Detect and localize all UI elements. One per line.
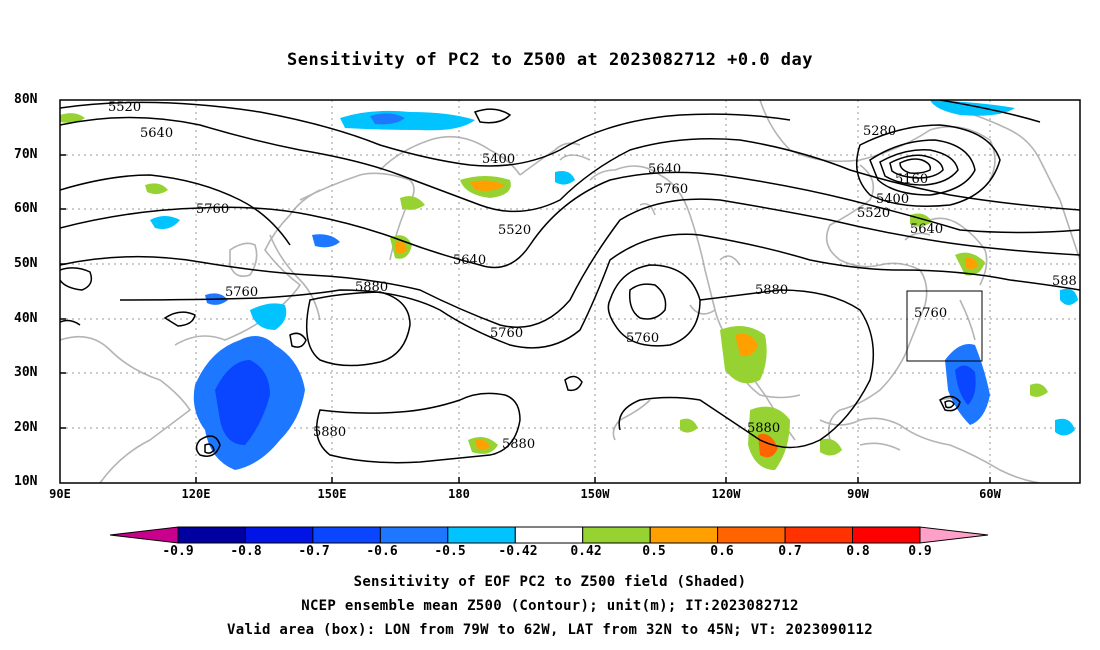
lat-label: 50N (14, 256, 38, 271)
contour-label: 5280 (863, 124, 896, 139)
pos-blob-hawaii-core (475, 439, 490, 450)
colorbar-label: -0.8 (230, 544, 262, 559)
contour-label: 5520 (108, 100, 141, 115)
sensitivity-shading (60, 100, 1078, 470)
lat-label: 60N (14, 201, 38, 216)
valid-area-box (906, 290, 983, 362)
colorbar-low-end (109, 526, 179, 544)
lat-label: 70N (14, 147, 38, 162)
contour-label: 5880 (747, 421, 780, 436)
contour-labels: 5520 5640 5760 5400 5640 5760 5520 5640 … (108, 100, 1077, 452)
lat-label: 40N (14, 311, 38, 326)
colorbar-box (582, 526, 651, 544)
map-title: Sensitivity of PC2 to Z500 at 2023082712… (286, 50, 813, 70)
lat-label: 20N (14, 420, 38, 435)
lon-label: 120W (711, 487, 741, 501)
contour-label: 5160 (895, 172, 928, 187)
lon-label: 150W (580, 487, 610, 501)
colorbar-box (717, 526, 786, 544)
colorbar-high-end (919, 526, 989, 544)
lat-label: 80N (14, 92, 38, 107)
contour-label: 5520 (857, 206, 890, 221)
lat-label: 30N (14, 365, 38, 380)
colorbar-box (784, 526, 854, 544)
lon-label: 60W (979, 487, 1001, 501)
neg-blob-japan (250, 303, 287, 330)
contour-label: 5760 (626, 331, 659, 346)
neg-blob-north-core (370, 113, 405, 125)
contour-label: 5880 (755, 283, 788, 298)
pos-blob-small4 (820, 438, 842, 456)
pos-blob-small7 (680, 418, 698, 433)
contour-label: 5760 (225, 285, 258, 300)
colorbar-box (447, 526, 516, 544)
neg-blob-small3 (1055, 418, 1075, 436)
colorbar-label: -0.6 (366, 544, 398, 559)
contour-label: 5760 (196, 202, 229, 217)
colorbar-box (379, 526, 449, 544)
pos-blob-central-core (470, 180, 505, 191)
pos-blob-small3 (400, 196, 425, 210)
pos-blob-small5 (1030, 383, 1048, 397)
colorbar-label: -0.9 (162, 544, 194, 559)
z500-contours (60, 100, 1080, 464)
caption-line-3: Valid area (box): LON from 79W to 62W, L… (227, 622, 873, 638)
pos-blob-small1 (60, 113, 85, 123)
neg-blob-small1 (150, 216, 180, 229)
colorbar-box (852, 526, 921, 544)
pos-blob-kamchatka-core (395, 241, 407, 254)
neg-blob-small5 (555, 171, 575, 185)
pos-blob-mexico-core (735, 333, 758, 357)
lat-label: 10N (14, 474, 38, 489)
contour-label: 5400 (876, 192, 909, 207)
plot-frame (59, 99, 1081, 484)
lon-label: 90W (847, 487, 869, 501)
contour-label: 5640 (648, 162, 681, 177)
neg-blob-small2 (1060, 288, 1078, 305)
colorbar-box (177, 526, 246, 544)
colorbar-label: -0.5 (434, 544, 466, 559)
neg-core-west-pacific (215, 360, 270, 445)
caption-line-1: Sensitivity of EOF PC2 to Z500 field (Sh… (353, 574, 747, 590)
lon-label: 120E (181, 487, 211, 501)
colorbar-box (514, 526, 584, 544)
colorbar-box (649, 526, 719, 544)
contour-label: 5760 (914, 306, 947, 321)
colorbar-label: 0.8 (846, 544, 870, 559)
pos-blob-small2 (145, 183, 168, 195)
colorbar-label: 0.6 (710, 544, 734, 559)
neg-blob-atlantic-core (955, 365, 976, 405)
colorbar-label: -0.7 (298, 544, 330, 559)
contour-label: 5640 (453, 253, 486, 268)
neg-blob-arctic-east (930, 100, 1015, 116)
lon-label: 180 (448, 487, 470, 501)
colorbar-label: 0.7 (778, 544, 802, 559)
colorbar-label: 0.9 (908, 544, 932, 559)
lon-label: 90E (49, 487, 71, 501)
contour-label: 5880 (502, 437, 535, 452)
contour-label: 5640 (140, 126, 173, 141)
colorbar (109, 526, 989, 544)
colorbar-label: 0.42 (570, 544, 602, 559)
caption-line-2: NCEP ensemble mean Z500 (Contour); unit(… (301, 598, 799, 614)
contour-label: 5880 (313, 425, 346, 440)
colorbar-label: -0.42 (498, 544, 538, 559)
contour-label: 5760 (655, 182, 688, 197)
lon-label: 150E (317, 487, 347, 501)
pos-blob-great-lakes-core (965, 257, 978, 269)
contour-label: 588 (1052, 274, 1077, 289)
colorbar-label: 0.5 (642, 544, 666, 559)
coastlines (60, 100, 1080, 483)
contour-label: 5880 (355, 280, 388, 295)
contour-label: 5520 (498, 223, 531, 238)
neg-blob-east-asia (312, 234, 340, 248)
colorbar-box (312, 526, 381, 544)
colorbar-box (244, 526, 314, 544)
contour-label: 5640 (910, 222, 943, 237)
pos-blob-caribbean-core (758, 433, 778, 458)
contour-label: 5400 (482, 152, 515, 167)
contour-label: 5760 (490, 326, 523, 341)
tick-marks (60, 154, 991, 483)
